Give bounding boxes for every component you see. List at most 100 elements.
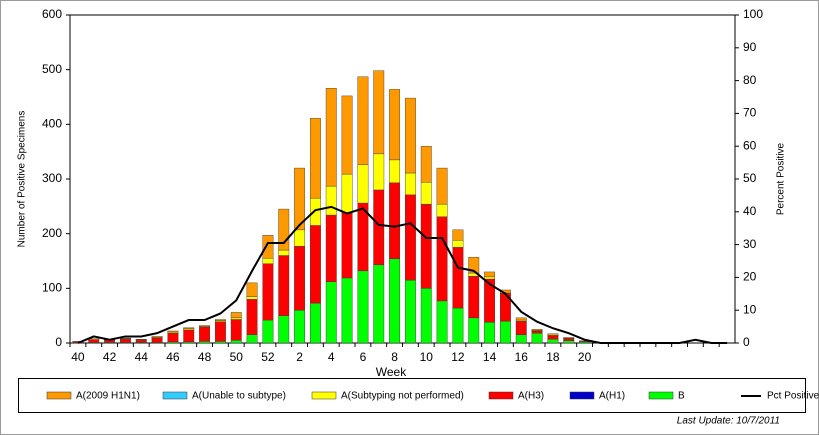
- bar-segment: [547, 333, 559, 336]
- bar-segment: [309, 118, 321, 199]
- bar-segment: [531, 332, 543, 344]
- y-tick-label: 0: [55, 335, 62, 349]
- x-tick-label: 16: [515, 350, 529, 364]
- bar-segment: [515, 320, 527, 335]
- legend-label: B: [678, 391, 685, 402]
- bar-segment: [214, 319, 226, 321]
- x-tick-label: 44: [135, 350, 149, 364]
- bar-segment: [341, 212, 353, 279]
- bar-segment: [167, 332, 179, 343]
- bar-segment: [436, 203, 448, 217]
- bar-segment: [468, 256, 480, 274]
- legend-swatch: [162, 391, 188, 400]
- y2-tick-label: 40: [743, 204, 757, 218]
- bar-segment: [373, 70, 385, 155]
- x-tick-label: 4: [328, 350, 335, 364]
- bar-segment: [199, 341, 211, 344]
- y2-tick-label: 60: [743, 138, 757, 152]
- bar-segment: [294, 310, 306, 344]
- x-tick-label: 2: [296, 350, 303, 364]
- bar-segment: [294, 167, 306, 231]
- x-tick-label: 12: [451, 350, 465, 364]
- bar-segment: [499, 320, 511, 344]
- bar-segment: [246, 299, 258, 335]
- y2-tick-label: 0: [743, 335, 750, 349]
- legend-swatch: [569, 391, 595, 400]
- bar-segment: [452, 240, 464, 248]
- x-tick-label: 14: [483, 350, 497, 364]
- bar-segment: [452, 247, 464, 309]
- bar-segment: [151, 336, 163, 338]
- bar-segment: [357, 270, 369, 344]
- bar-segment: [325, 185, 337, 216]
- bar-segment: [420, 145, 432, 183]
- y-tick-label: 400: [42, 117, 62, 131]
- bar-segment: [563, 338, 575, 342]
- bar-segment: [199, 325, 211, 327]
- bar-segment: [531, 330, 543, 334]
- bar-segment: [230, 317, 242, 320]
- legend-swatch: [311, 391, 337, 400]
- y2-tick-label: 20: [743, 270, 757, 284]
- y-tick-label: 600: [42, 7, 62, 21]
- bar-segment: [309, 225, 321, 304]
- bar-segment: [214, 341, 226, 344]
- y2-tick-label: 10: [743, 302, 757, 316]
- bar-segment: [325, 214, 337, 282]
- y2-tick-label: 30: [743, 237, 757, 251]
- bar-segment: [389, 258, 401, 344]
- bar-segment: [531, 329, 543, 331]
- bar-segment: [278, 208, 290, 251]
- bar-segment: [404, 194, 416, 281]
- x-tick-label: 52: [261, 350, 275, 364]
- bar-segment: [88, 339, 100, 343]
- bar-segment: [515, 317, 527, 321]
- bar-segment: [199, 326, 211, 342]
- bar-segment: [341, 173, 353, 214]
- bar-segment: [246, 282, 258, 297]
- bar-segment: [246, 296, 258, 300]
- bar-segment: [309, 302, 321, 344]
- bar-segment: [484, 322, 496, 344]
- x-tick-label: 20: [578, 350, 592, 364]
- bar-segment: [325, 281, 337, 344]
- x-tick-label: 18: [546, 350, 560, 364]
- bar-segment: [230, 312, 242, 319]
- legend-swatch: [488, 391, 514, 400]
- bar-segment: [373, 189, 385, 266]
- y-tick-label: 300: [42, 171, 62, 185]
- bar-segment: [262, 319, 274, 344]
- legend-swatch: [46, 391, 72, 400]
- bar-segment: [278, 249, 290, 256]
- x-axis-title: Week: [376, 365, 407, 379]
- x-tick-label: 42: [103, 350, 117, 364]
- x-tick-label: 48: [198, 350, 212, 364]
- bar-segment: [151, 337, 163, 343]
- bar-segment: [357, 164, 369, 204]
- bar-segment: [135, 338, 147, 340]
- bar-segment: [420, 288, 432, 344]
- bar-segment: [452, 229, 464, 241]
- bar-segment: [404, 97, 416, 174]
- bar-segment: [389, 182, 401, 260]
- bar-segment: [373, 153, 385, 191]
- bar-segment: [278, 255, 290, 316]
- bar-segment: [214, 321, 226, 342]
- bar-segment: [436, 300, 448, 344]
- bar-segment: [262, 258, 274, 264]
- bar-segment: [341, 95, 353, 175]
- legend-swatch: [648, 391, 674, 400]
- legend-label: A(H1): [599, 391, 625, 402]
- bar-segment: [389, 159, 401, 184]
- bar-segment: [119, 338, 131, 343]
- bar-segment: [183, 329, 195, 343]
- legend-label: A(Unable to subtype): [192, 391, 286, 402]
- bar-segment: [183, 327, 195, 329]
- bar-segment: [436, 167, 448, 205]
- bar-segment: [468, 317, 480, 344]
- y2-axis-title: Percent Positive: [776, 142, 787, 215]
- bar-segment: [135, 340, 147, 343]
- y2-tick-label: 70: [743, 106, 757, 120]
- y-axis-title: Number of Positive Specimens: [17, 111, 28, 248]
